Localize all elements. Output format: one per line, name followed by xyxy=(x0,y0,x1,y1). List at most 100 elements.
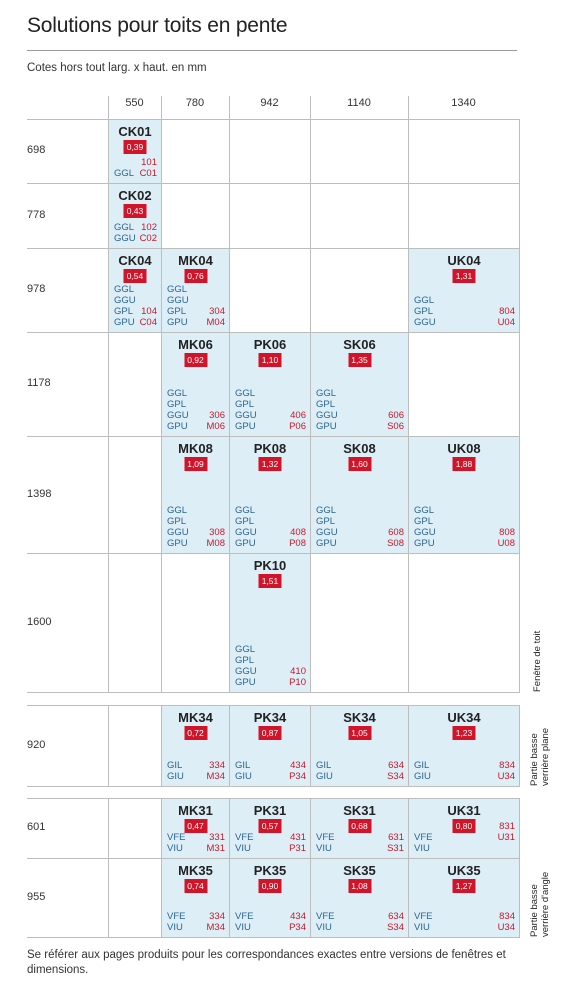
grid-hline xyxy=(27,786,519,787)
table-cell: PK06 1,10 GGL GPL GGU 406 GPU P06 xyxy=(230,333,310,436)
product-type-label: VFE xyxy=(235,911,254,922)
area-badge: 0,68 xyxy=(348,819,371,833)
grid-vline xyxy=(161,119,162,693)
grid-hline xyxy=(27,436,519,437)
product-reference: S08 xyxy=(387,538,404,549)
product-type-label: GGU xyxy=(414,317,436,328)
product-reference: S06 xyxy=(387,421,404,432)
product-type-label: GGL xyxy=(167,388,188,399)
product-reference: 804 xyxy=(499,306,515,317)
product-type-label: VIU xyxy=(167,922,183,933)
product-type-label: GGL xyxy=(114,222,135,233)
product-type-label: GGL xyxy=(235,388,256,399)
grid-vline xyxy=(310,798,311,938)
product-reference: U08 xyxy=(497,538,515,549)
section-label: Partie basse verrière d'angle xyxy=(529,871,551,937)
product-type-label: VIU xyxy=(235,843,251,854)
product-reference: M06 xyxy=(206,421,225,432)
product-type-label: VIU xyxy=(235,922,251,933)
product-code: SK31 xyxy=(343,803,376,818)
page-title: Solutions pour toits en pente xyxy=(27,14,288,37)
product-type-label: GPL xyxy=(235,399,255,410)
row-header: 920 xyxy=(27,738,46,751)
title-divider xyxy=(27,50,517,51)
product-type-label: GIL xyxy=(316,760,332,771)
product-code: PK08 xyxy=(253,441,287,456)
product-type-label: VFE xyxy=(167,911,186,922)
area-badge: 1,05 xyxy=(348,726,371,740)
header-tick xyxy=(310,96,311,119)
product-reference: 808 xyxy=(499,527,515,538)
table-cell: PK31 0,57 VFE 431 VIU P31 xyxy=(230,799,310,858)
product-reference: 631 xyxy=(388,832,404,843)
row-header: 955 xyxy=(27,890,46,903)
product-reference: P34 xyxy=(289,771,306,782)
area-badge: 1,88 xyxy=(452,457,476,471)
table-cell: CK02 0,43 GGL 102 GGU C02 xyxy=(109,184,161,248)
product-reference: P10 xyxy=(289,677,306,688)
product-type-label: GGL xyxy=(114,284,135,295)
grid-vline xyxy=(161,705,162,787)
area-badge: 1,32 xyxy=(258,457,282,471)
grid-hline xyxy=(27,858,519,859)
grid-hline xyxy=(27,798,519,799)
area-badge: 1,51 xyxy=(258,574,282,588)
section-label: Partie basse verrière plane xyxy=(529,727,551,786)
product-reference: 434 xyxy=(290,911,306,922)
product-type-label: VIU xyxy=(316,843,332,854)
area-badge: 0,57 xyxy=(258,819,282,833)
grid-vline xyxy=(229,119,230,693)
product-reference: M08 xyxy=(206,538,225,549)
product-type-label: GGU xyxy=(114,233,136,244)
product-type-label: GIL xyxy=(235,760,251,771)
header-tick xyxy=(229,96,230,119)
product-type-label: GGU xyxy=(167,527,189,538)
grid-hline xyxy=(27,937,519,938)
product-reference: M34 xyxy=(206,922,225,933)
section-label: Fenêtre de toit xyxy=(532,630,543,692)
footer-note: Se référer aux pages produits pour les c… xyxy=(27,949,506,976)
product-code: PK31 xyxy=(253,803,287,818)
product-reference: 408 xyxy=(290,527,306,538)
product-type-label: GGU xyxy=(235,666,257,677)
product-type-label: VIU xyxy=(167,843,183,854)
product-type-label: GGU xyxy=(414,527,436,538)
product-code: PK10 xyxy=(253,558,287,573)
product-type-label: GGL xyxy=(167,284,188,295)
product-type-label: GGU xyxy=(167,295,189,306)
table-cell: CK04 0,54 GGL GGU GPL 104 GPU C04 xyxy=(109,249,161,332)
area-badge: 1,60 xyxy=(348,457,371,471)
product-type-label: VFE xyxy=(414,832,433,843)
row-header: 601 xyxy=(27,821,46,833)
grid-hline xyxy=(27,553,519,554)
product-reference: P34 xyxy=(289,922,306,933)
product-reference: C01 xyxy=(139,168,157,179)
product-reference: U31 xyxy=(497,832,515,843)
table-cell: SK35 1,08 VFE 634 VIU S34 xyxy=(311,859,408,937)
product-type-label: VFE xyxy=(167,832,186,843)
area-badge: 0,54 xyxy=(123,269,147,283)
header-tick xyxy=(108,96,109,119)
table-cell: MK06 0,92 GGL GPL GGU 306 GPU M06 xyxy=(162,333,229,436)
product-type-label: GGU xyxy=(316,527,338,538)
product-type-label: VFE xyxy=(235,832,254,843)
grid-hline xyxy=(27,705,519,706)
product-code: PK35 xyxy=(253,863,287,878)
product-code: UK35 xyxy=(447,863,481,878)
area-badge: 0,43 xyxy=(123,204,147,218)
grid-hline xyxy=(27,183,519,184)
product-type-label: GPL xyxy=(167,516,187,527)
column-header: 780 xyxy=(185,97,205,109)
product-reference: 831 xyxy=(499,821,515,832)
column-header: 1140 xyxy=(347,97,371,109)
grid-hline xyxy=(27,119,519,120)
column-header: 1340 xyxy=(451,97,476,109)
table-cell: MK35 0,74 VFE 334 VIU M34 xyxy=(162,859,229,937)
table-cell: MK34 0,72 GIL 334 GIU M34 xyxy=(162,706,229,786)
grid-vline xyxy=(408,119,409,693)
product-reference: U04 xyxy=(497,317,515,328)
product-type-label: GGL xyxy=(414,295,435,306)
product-reference: M31 xyxy=(206,843,225,854)
column-header: 550 xyxy=(125,97,144,109)
product-type-label: GPL xyxy=(316,516,336,527)
